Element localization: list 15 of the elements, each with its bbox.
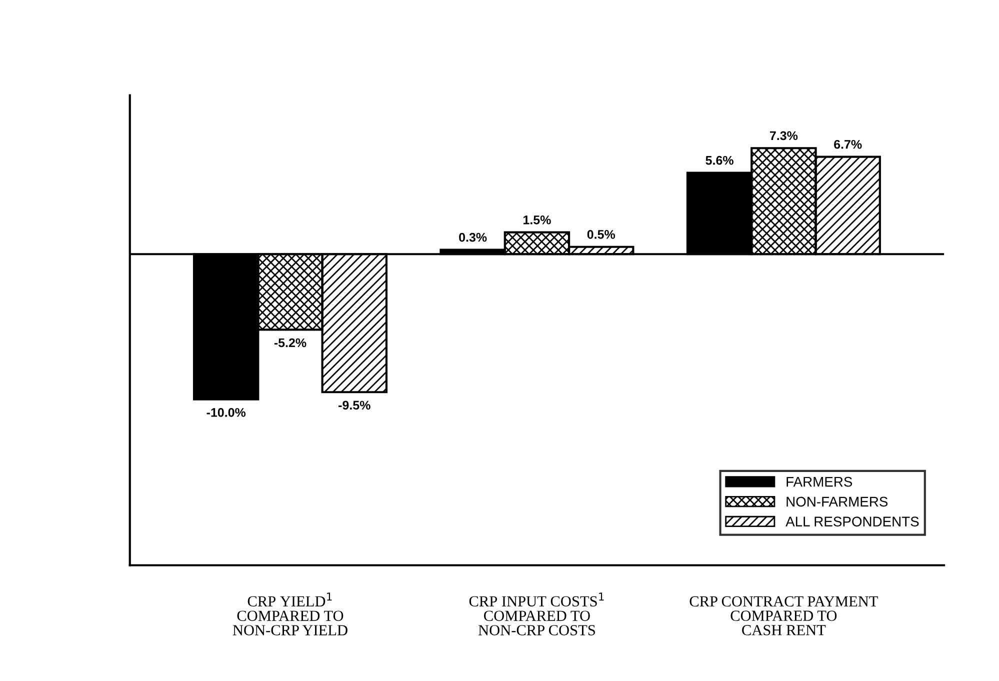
data-label: -9.5% [338, 400, 370, 410]
category-label: CRP INPUT COSTS$^{1}$ COMPARED TO NON-CRP COSTS [469, 592, 604, 636]
data-label: -10.0% [206, 408, 246, 417]
data-label: 0.5% [587, 230, 616, 239]
data-label: 5.6% [706, 156, 734, 165]
legend-label: FARMERS [786, 476, 852, 487]
legend-label: NON-FARMERS [786, 496, 888, 507]
data-label: 6.7% [834, 140, 862, 149]
legend-label: ALL RESPONDENTS [786, 516, 919, 526]
x-tick-label: CRP CONTRACT PAYMENT COMPARED TO CASH RENT [690, 596, 878, 636]
data-label: -5.2% [274, 338, 306, 348]
data-label: 7.3% [770, 131, 798, 140]
data-label: 0.3% [459, 232, 487, 242]
data-label: 1.5% [524, 216, 551, 224]
x-tick-label: CRP YIELD$^{1}$ COMPARED TO NON-CRP YIELD [232, 592, 348, 636]
